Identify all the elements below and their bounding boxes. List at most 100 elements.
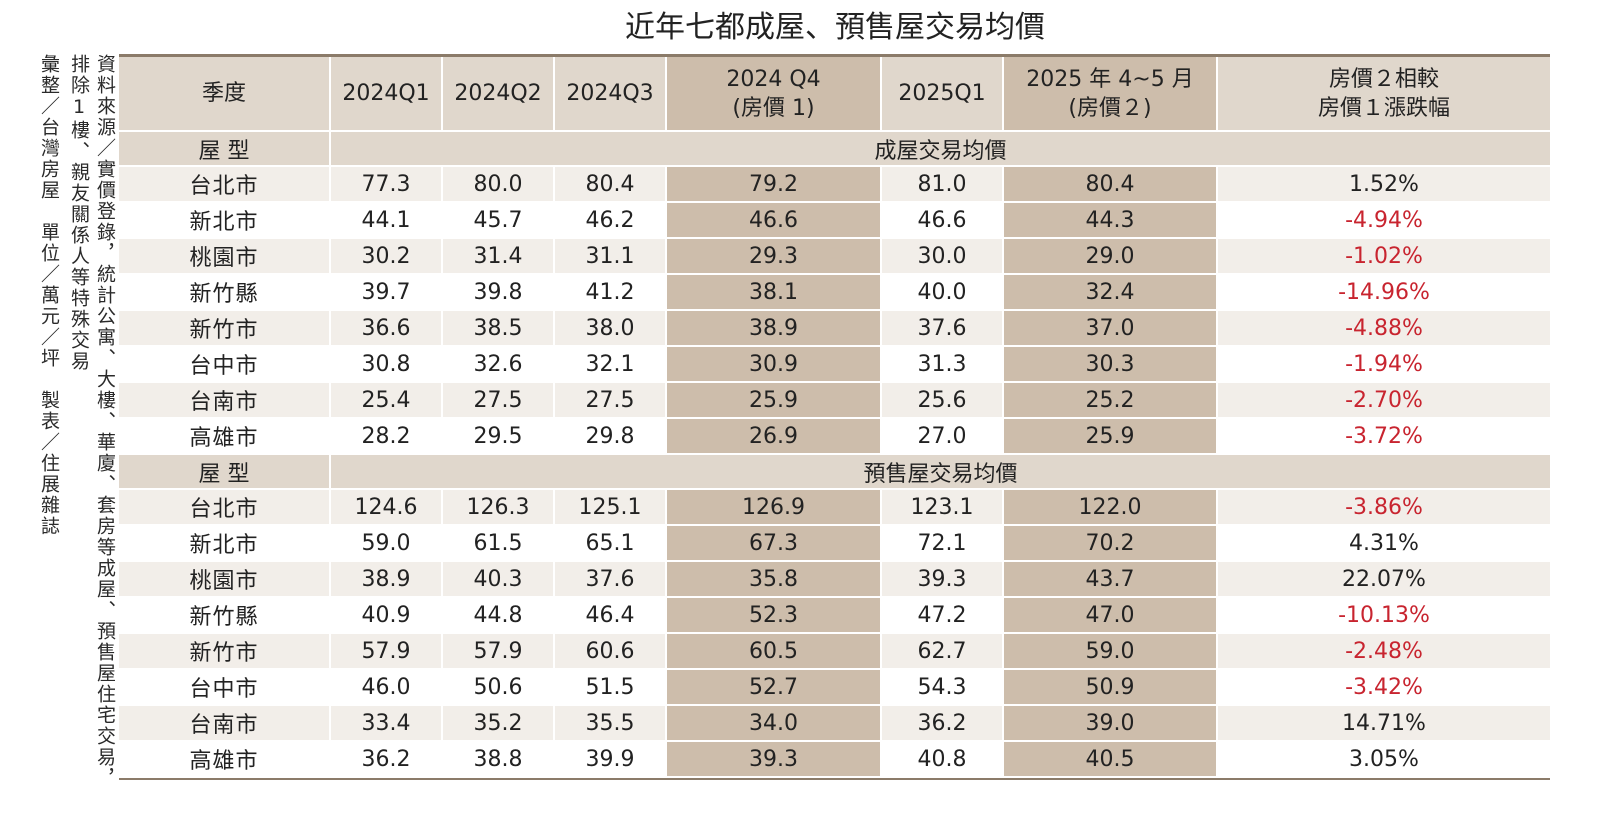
table-row: 台中市 46.0 50.6 51.5 52.7 54.3 50.9 -3.42%: [119, 670, 1550, 706]
price-cell: 125.1: [555, 490, 667, 526]
city-cell: 台中市: [119, 670, 331, 706]
price-cell: 26.9: [667, 419, 882, 455]
price-cell: 25.9: [667, 383, 882, 419]
price-cell: 122.0: [1004, 490, 1218, 526]
price-cell: 46.4: [555, 598, 667, 634]
table-row: 台中市 30.8 32.6 32.1 30.9 31.3 30.3 -1.94%: [119, 347, 1550, 383]
price-cell: 38.1: [667, 275, 882, 311]
price-cell: 36.6: [331, 311, 443, 347]
price-cell: 36.2: [331, 742, 443, 778]
city-cell: 台南市: [119, 706, 331, 742]
price-cell: 28.2: [331, 419, 443, 455]
section-type-label: 屋 型: [119, 455, 331, 490]
city-cell: 新竹縣: [119, 275, 331, 311]
header-2024q2: 2024Q2: [443, 57, 555, 132]
price-cell: 60.5: [667, 634, 882, 670]
price-cell: 47.2: [882, 598, 1004, 634]
price-cell: 80.4: [555, 167, 667, 203]
header-2024q1: 2024Q1: [331, 57, 443, 132]
price-cell: 33.4: [331, 706, 443, 742]
change-cell: -1.94%: [1218, 347, 1550, 383]
price-cell: 37.0: [1004, 311, 1218, 347]
price-cell: 38.8: [443, 742, 555, 778]
section-title: 成屋交易均價: [331, 132, 1550, 167]
source-note: 資料來源／實價登錄，統計公寓、大樓、華廈、套房等成屋、預售屋住宅交易，排除1樓、…: [68, 54, 116, 789]
price-cell: 50.6: [443, 670, 555, 706]
price-cell: 34.0: [667, 706, 882, 742]
price-cell: 51.5: [555, 670, 667, 706]
price-cell: 61.5: [443, 526, 555, 562]
compile-note: 彙整／台灣房屋 單位／萬元／坪 製表／住展雜誌: [38, 54, 60, 537]
price-cell: 40.8: [882, 742, 1004, 778]
price-cell: 47.0: [1004, 598, 1218, 634]
price-cell: 59.0: [331, 526, 443, 562]
price-cell: 38.5: [443, 311, 555, 347]
price-cell: 37.6: [882, 311, 1004, 347]
city-cell: 新竹市: [119, 634, 331, 670]
table-row: 高雄市 36.2 38.8 39.9 39.3 40.8 40.5 3.05%: [119, 742, 1550, 778]
price-cell: 44.3: [1004, 203, 1218, 239]
price-cell: 52.7: [667, 670, 882, 706]
change-cell: 4.31%: [1218, 526, 1550, 562]
table-row: 台南市 33.4 35.2 35.5 34.0 36.2 39.0 14.71%: [119, 706, 1550, 742]
price-cell: 46.6: [667, 203, 882, 239]
price-cell: 40.3: [443, 562, 555, 598]
city-cell: 高雄市: [119, 742, 331, 778]
header-2024q3: 2024Q3: [555, 57, 667, 132]
price-cell: 40.5: [1004, 742, 1218, 778]
price-cell: 36.2: [882, 706, 1004, 742]
table-row: 新竹縣 40.9 44.8 46.4 52.3 47.2 47.0 -10.13%: [119, 598, 1550, 634]
price-cell: 65.1: [555, 526, 667, 562]
price-cell: 67.3: [667, 526, 882, 562]
change-cell: -1.02%: [1218, 239, 1550, 275]
change-cell: 1.52%: [1218, 167, 1550, 203]
price-cell: 25.4: [331, 383, 443, 419]
city-cell: 台北市: [119, 490, 331, 526]
price-cell: 62.7: [882, 634, 1004, 670]
price-cell: 43.7: [1004, 562, 1218, 598]
price-cell: 79.2: [667, 167, 882, 203]
header-2025-apr-may: 2025 年 4~5 月 (房價２): [1004, 57, 1218, 132]
table-row: 台北市 124.6 126.3 125.1 126.9 123.1 122.0 -3.86%: [119, 490, 1550, 526]
price-cell: 32.4: [1004, 275, 1218, 311]
header-row: 季度 2024Q1 2024Q2 2024Q3 2024 Q4 (房價 1) 2…: [119, 57, 1550, 132]
price-cell: 39.0: [1004, 706, 1218, 742]
city-cell: 桃園市: [119, 562, 331, 598]
price-cell: 39.3: [882, 562, 1004, 598]
price-cell: 29.8: [555, 419, 667, 455]
section-title: 預售屋交易均價: [331, 455, 1550, 490]
price-cell: 54.3: [882, 670, 1004, 706]
price-cell: 39.8: [443, 275, 555, 311]
price-cell: 38.9: [667, 311, 882, 347]
price-cell: 60.6: [555, 634, 667, 670]
price-cell: 57.9: [443, 634, 555, 670]
table-row: 新北市 44.1 45.7 46.2 46.6 46.6 44.3 -4.94%: [119, 203, 1550, 239]
header-change: 房價２相較 房價１漲跌幅: [1218, 57, 1550, 132]
price-cell: 126.9: [667, 490, 882, 526]
table-row: 新北市 59.0 61.5 65.1 67.3 72.1 70.2 4.31%: [119, 526, 1550, 562]
section-header-row: 屋 型成屋交易均價: [119, 132, 1550, 167]
price-cell: 37.6: [555, 562, 667, 598]
price-cell: 27.5: [443, 383, 555, 419]
price-cell: 80.4: [1004, 167, 1218, 203]
price-cell: 46.2: [555, 203, 667, 239]
price-cell: 72.1: [882, 526, 1004, 562]
price-table-container: 季度 2024Q1 2024Q2 2024Q3 2024 Q4 (房價 1) 2…: [119, 54, 1550, 780]
price-cell: 39.7: [331, 275, 443, 311]
price-cell: 39.3: [667, 742, 882, 778]
city-cell: 新竹市: [119, 311, 331, 347]
change-cell: 22.07%: [1218, 562, 1550, 598]
price-cell: 46.0: [331, 670, 443, 706]
price-cell: 123.1: [882, 490, 1004, 526]
price-cell: 59.0: [1004, 634, 1218, 670]
change-cell: -2.70%: [1218, 383, 1550, 419]
city-cell: 新北市: [119, 203, 331, 239]
table-row: 新竹市 36.6 38.5 38.0 38.9 37.6 37.0 -4.88%: [119, 311, 1550, 347]
price-cell: 35.5: [555, 706, 667, 742]
price-cell: 126.3: [443, 490, 555, 526]
price-cell: 32.1: [555, 347, 667, 383]
price-cell: 27.5: [555, 383, 667, 419]
table-row: 新竹縣 39.7 39.8 41.2 38.1 40.0 32.4 -14.96%: [119, 275, 1550, 311]
price-cell: 38.9: [331, 562, 443, 598]
price-cell: 44.1: [331, 203, 443, 239]
